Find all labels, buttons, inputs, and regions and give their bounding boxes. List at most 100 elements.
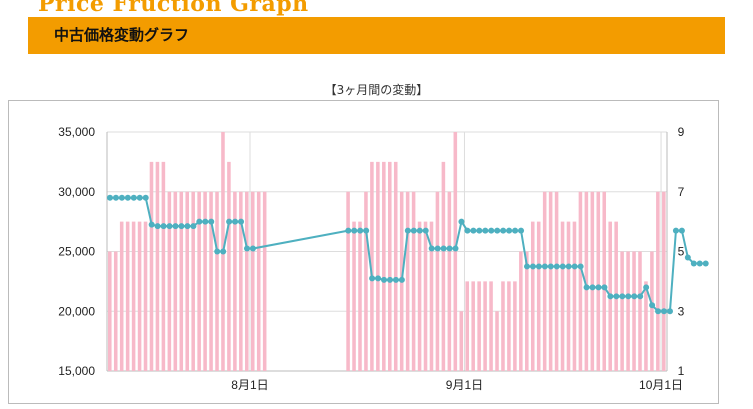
y-tick-right: 5 (678, 245, 685, 259)
bar (167, 191, 172, 371)
price-point (172, 223, 179, 230)
bar (447, 191, 452, 371)
price-point (637, 293, 644, 300)
y-tick-left: 35,000 (58, 125, 95, 139)
price-point (684, 254, 691, 261)
price-point (702, 260, 709, 267)
price-point (148, 221, 155, 228)
bar (131, 221, 136, 371)
bar (417, 221, 422, 371)
price-point (547, 263, 554, 270)
price-point (524, 263, 530, 270)
header-banner: 中古価格変動グラフ (28, 17, 725, 54)
price-point (678, 227, 685, 234)
price-point (166, 223, 173, 230)
bar (364, 191, 368, 371)
x-tick-label: 10月1日 (639, 378, 683, 392)
price-line-bridge (252, 229, 349, 250)
y-tick-right: 3 (678, 304, 685, 318)
price-point (595, 284, 602, 291)
price-point (357, 227, 364, 234)
y-tick-left: 25,000 (58, 245, 95, 259)
price-point (440, 245, 447, 252)
price-point (238, 218, 245, 225)
bar (662, 191, 666, 371)
bar (370, 161, 374, 371)
bar (161, 161, 166, 371)
price-point (244, 245, 250, 252)
price-point (416, 227, 423, 234)
price-point (482, 227, 489, 234)
price-point (184, 223, 191, 230)
chart-title: 【3ヶ月間の変動】 (324, 83, 429, 97)
brand-logo: Price Fruction Graph (38, 0, 309, 17)
price-point (619, 293, 626, 300)
bar (656, 191, 660, 371)
bar (590, 191, 595, 371)
price-point (452, 245, 459, 252)
bar (233, 191, 237, 371)
bar (376, 161, 380, 371)
price-point (666, 308, 673, 315)
bar (143, 221, 148, 371)
bar (560, 221, 565, 371)
price-point (690, 260, 697, 267)
price-point (178, 223, 185, 230)
bar (519, 251, 523, 371)
bar (203, 191, 207, 371)
bar (149, 161, 154, 371)
price-point (577, 263, 584, 270)
bar (256, 191, 261, 371)
bar (459, 311, 464, 371)
price-point (232, 218, 239, 225)
price-point (655, 308, 662, 315)
price-point (154, 223, 161, 230)
bar (125, 221, 130, 371)
bar (119, 221, 124, 371)
price-point (249, 245, 256, 252)
y-tick-left: 20,000 (58, 304, 95, 318)
y-tick-left: 30,000 (58, 185, 95, 199)
price-point (672, 227, 679, 234)
price-point (351, 227, 358, 234)
price-point (196, 218, 203, 225)
price-point (476, 227, 483, 234)
price-point (649, 302, 656, 309)
price-point (553, 263, 560, 270)
bar (209, 191, 213, 371)
price-point (434, 245, 441, 252)
chart-frame (8, 100, 719, 404)
bar (245, 191, 249, 371)
bar (596, 191, 601, 371)
bar (530, 221, 535, 371)
price-point (392, 276, 399, 283)
price-point (625, 293, 632, 300)
price-point (500, 227, 507, 234)
price-point (118, 194, 125, 201)
price-point (214, 248, 221, 255)
bar (602, 191, 607, 371)
bar (626, 251, 630, 371)
price-point (470, 227, 477, 234)
bar (632, 251, 636, 371)
price-point (529, 263, 536, 270)
price-point (124, 194, 131, 201)
price-point (464, 227, 471, 234)
bar (191, 191, 195, 371)
bar (185, 191, 190, 371)
price-point (363, 227, 370, 234)
price-point (535, 263, 542, 270)
price-point (142, 194, 149, 201)
price-point (589, 284, 596, 291)
bar (501, 281, 505, 371)
price-point (422, 227, 429, 234)
bar (578, 191, 583, 371)
price-point (559, 263, 566, 270)
bar (435, 191, 440, 371)
bar (358, 221, 362, 371)
page-title: 中古価格変動グラフ (54, 26, 190, 44)
bar (441, 161, 446, 371)
price-point (613, 293, 620, 300)
price-point (661, 308, 668, 315)
y-tick-right: 9 (678, 125, 685, 139)
